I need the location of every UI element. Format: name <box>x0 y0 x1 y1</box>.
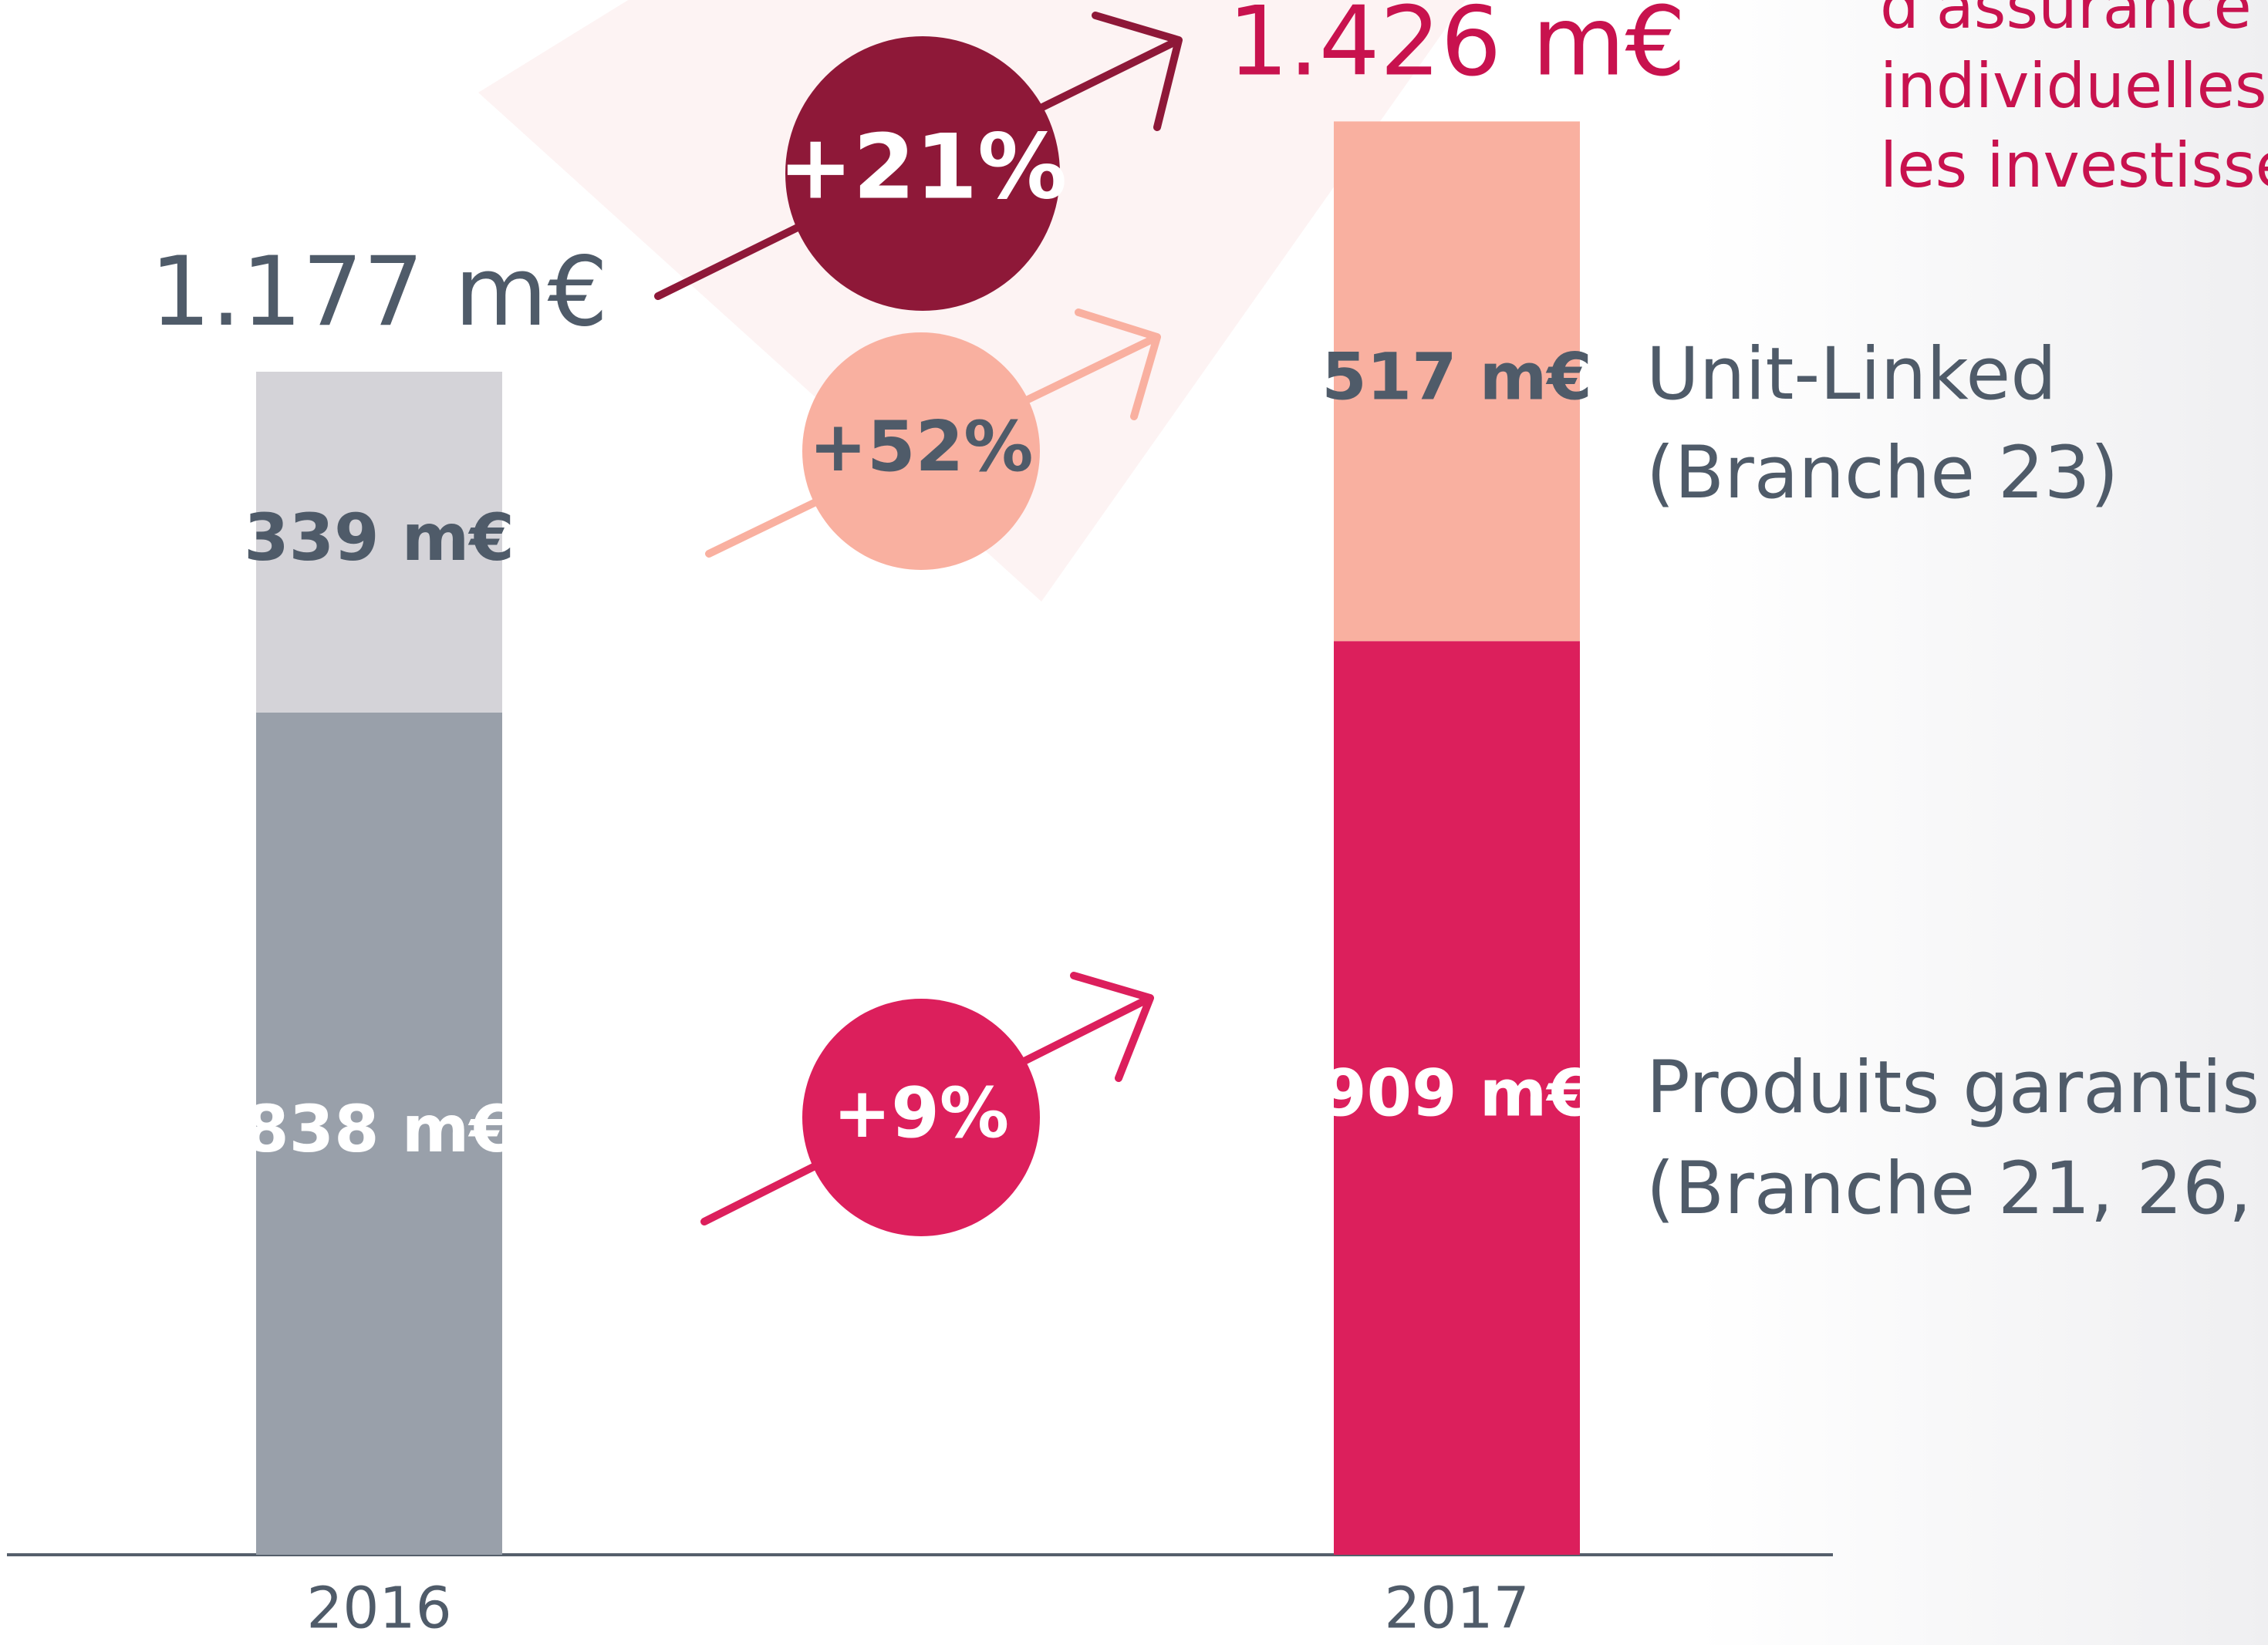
note-line: individuelles dé <box>1880 50 2268 122</box>
note-line: d'assurance vie <box>1880 0 2268 42</box>
growth-label: +21% <box>778 116 1068 220</box>
note-line: les investisseur <box>1880 130 2268 201</box>
total-label: 1.177 m€ <box>150 237 608 348</box>
x-tick-label: 2017 <box>1384 1576 1529 1642</box>
value-label: 838 m€ <box>244 1091 515 1167</box>
growth-label: +9% <box>833 1073 1009 1154</box>
growth-label: +52% <box>809 406 1034 487</box>
bar-segment <box>256 712 502 1555</box>
value-label: 517 m€ <box>1321 339 1592 414</box>
legend-label: Produits garantis (Branche 21, 26, 27) <box>1646 1046 2268 1231</box>
legend-line: (Branche 23) <box>1646 431 2118 515</box>
legend-line: Unit-Linked <box>1646 332 2057 416</box>
bar-segment <box>256 371 502 713</box>
bar-segment <box>1334 641 1580 1555</box>
growth-badge <box>802 999 1040 1236</box>
value-label: 909 m€ <box>1321 1056 1592 1131</box>
total-label: 1.426 m€ <box>1227 0 1686 98</box>
background-fade <box>1697 0 2268 1645</box>
growth-badge <box>785 36 1060 311</box>
growth-badge <box>802 332 1040 570</box>
legend-label: Unit-Linked (Branche 23) <box>1646 332 2118 515</box>
value-label: 339 m€ <box>244 500 515 575</box>
legend-line: (Branche 21, 26, 27) <box>1646 1147 2268 1231</box>
bar-segment <box>1334 121 1580 642</box>
x-tick-label: 2016 <box>306 1576 451 1642</box>
legend-line: Produits garantis <box>1646 1046 2260 1130</box>
